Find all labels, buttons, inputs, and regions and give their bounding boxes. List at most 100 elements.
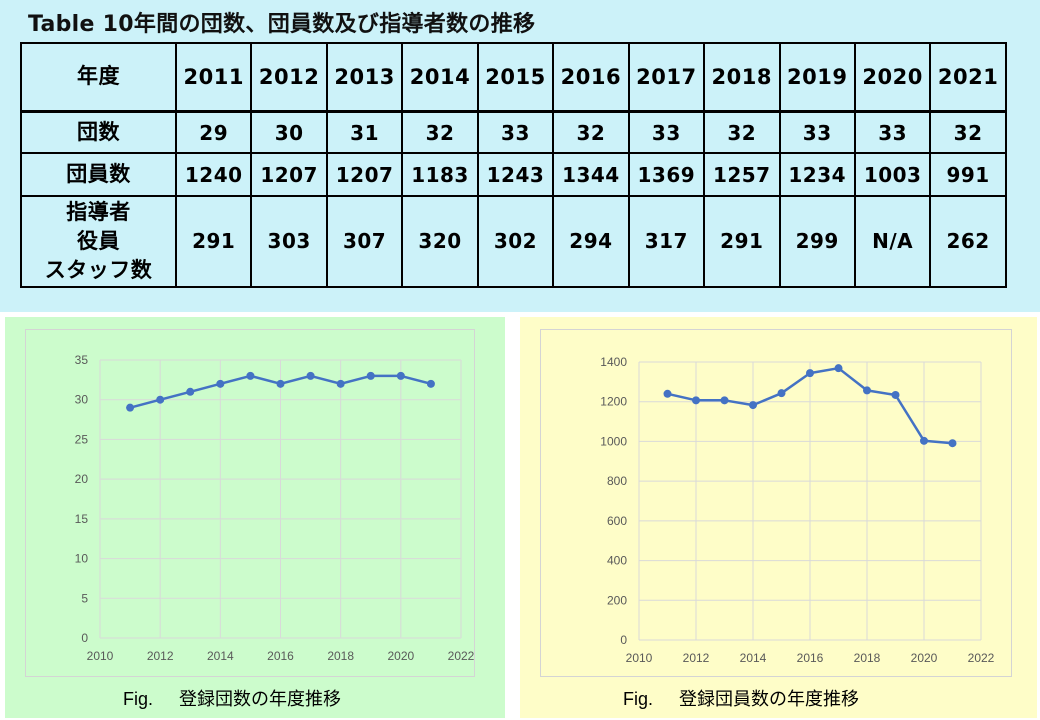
data-point	[948, 439, 957, 448]
x-tick-label: 2014	[740, 651, 767, 665]
cell-year: 2015	[476, 41, 555, 113]
data-point	[920, 436, 928, 445]
y-tick-label: 800	[607, 474, 627, 488]
cell-groups: 33	[853, 110, 932, 155]
cell-members: 1234	[778, 152, 856, 197]
groups-chart-area: 0 5 10 15 20 25 30 35 2010 2012 2014 2016 2018 2020 20…	[25, 329, 475, 677]
data-point	[663, 389, 672, 398]
row-label-leaders-line: 役員	[77, 228, 120, 253]
data-point	[863, 386, 871, 395]
cell-members: 1183	[401, 152, 479, 197]
table-panel: Table 10年間の団数、団員数及び指導者数の推移 年度 2011 2012 201…	[0, 0, 1040, 312]
x-tick-label: 2012	[147, 649, 174, 663]
y-tick-label: 600	[607, 514, 627, 528]
row-label-members: 団員数	[20, 152, 177, 197]
cell-year: 2019	[778, 41, 856, 113]
cell-groups: 31	[325, 110, 404, 155]
cell-year: 2017	[627, 41, 706, 113]
cell-groups: 32	[703, 110, 781, 155]
cell-leaders: 294	[552, 194, 630, 289]
table-row-groups: 団数 29 30 31 32 33 32 33 32 33 33 32	[20, 110, 1007, 155]
y-tick-label: 0	[620, 633, 627, 647]
cell-leaders: 302	[476, 194, 555, 289]
y-tick-label: 200	[607, 593, 627, 607]
y-tick-label: 35	[75, 353, 89, 367]
data-point	[720, 396, 729, 405]
cell-leaders: 307	[325, 194, 404, 289]
data-point	[777, 389, 786, 398]
y-tick-label: 15	[75, 512, 89, 526]
x-tick-label: 2014	[207, 649, 234, 663]
cell-leaders: N/A	[853, 194, 932, 289]
cell-year: 2012	[250, 41, 328, 113]
cell-groups: 30	[250, 110, 328, 155]
cell-leaders: 262	[929, 194, 1007, 289]
x-tick-label: 2020	[387, 649, 414, 663]
data-point	[396, 371, 405, 380]
y-tick-label: 400	[607, 554, 627, 568]
groups-line-chart: 0 5 10 15 20 25 30 35 2010 2012 2014 2016 2018 2020 20…	[75, 353, 474, 663]
data-point	[749, 401, 757, 410]
groups-caption-text: 登録団数の年度推移	[179, 689, 342, 709]
table-row-members: 団員数 1240 1207 1207 1183 1243 1344 1369 1257 1234 1…	[20, 152, 1007, 197]
x-tick-label: 2020	[911, 651, 938, 665]
data-point	[216, 379, 225, 388]
x-tick-label: 2018	[327, 649, 354, 663]
data-point	[891, 390, 900, 399]
cell-leaders: 299	[778, 194, 856, 289]
x-tick-label: 2022	[968, 651, 995, 665]
cell-members: 1344	[552, 152, 630, 197]
cell-members: 1207	[250, 152, 328, 197]
cell-groups: 32	[929, 110, 1007, 155]
cell-year: 2014	[401, 41, 479, 113]
y-tick-label: 5	[81, 591, 88, 605]
y-tick-label: 0	[81, 631, 88, 645]
cell-groups: 32	[552, 110, 630, 155]
members-chart-caption: Fig. 登録団員数の年度推移	[623, 685, 859, 711]
members-caption-text: 登録団員数の年度推移	[679, 689, 860, 709]
y-tick-label: 20	[75, 472, 89, 486]
data-point	[126, 403, 135, 412]
cell-groups: 33	[476, 110, 555, 155]
data-point	[426, 379, 435, 388]
cell-leaders: 303	[250, 194, 328, 289]
data-table: 年度 2011 2012 2013 2014 2015 2016 2017 2018 2019 20…	[20, 41, 1007, 289]
x-tick-label: 2010	[626, 651, 653, 665]
data-point	[834, 364, 843, 373]
cell-members: 991	[929, 152, 1007, 197]
x-tick-label: 2012	[683, 651, 710, 665]
table-title: Table 10年間の団数、団員数及び指導者数の推移	[28, 12, 536, 37]
data-point	[246, 371, 255, 380]
row-label-groups: 団数	[20, 110, 177, 155]
cell-year: 2021	[929, 41, 1007, 113]
data-point	[806, 369, 814, 378]
members-line-chart: 0 200 400 600 800 1000 1200 1400 2010 2012 2014 201…	[600, 355, 995, 665]
cell-groups: 29	[174, 110, 253, 155]
cell-members: 1369	[627, 152, 706, 197]
y-tick-label: 1200	[600, 395, 627, 409]
cell-year: 2018	[703, 41, 781, 113]
members-chart-panel: 0 200 400 600 800 1000 1200 1400 2010 2012 2014 201…	[520, 317, 1037, 718]
cell-members: 1240	[174, 152, 253, 197]
data-point	[276, 379, 285, 388]
data-point	[156, 395, 165, 404]
cell-leaders: 291	[174, 194, 253, 289]
cell-members: 1207	[325, 152, 404, 197]
table-row-year: 年度 2011 2012 2013 2014 2015 2016 2017 2018 2019 20…	[20, 41, 1007, 113]
x-tick-label: 2016	[267, 649, 294, 663]
y-tick-label: 25	[75, 432, 89, 446]
members-caption-fig: Fig.	[623, 689, 654, 709]
y-tick-label: 10	[75, 552, 89, 566]
data-point	[336, 379, 345, 388]
data-point	[366, 371, 375, 380]
groups-caption-fig: Fig.	[123, 689, 154, 709]
x-tick-label: 2010	[87, 649, 114, 663]
row-label-leaders-line: スタッフ数	[44, 257, 153, 282]
x-tick-label: 2018	[854, 651, 881, 665]
cell-year: 2011	[174, 41, 253, 113]
cell-leaders: 291	[703, 194, 781, 289]
row-label-year: 年度	[20, 41, 177, 113]
data-point	[186, 387, 195, 396]
cell-leaders: 320	[401, 194, 479, 289]
row-label-leaders: 指導者 役員 スタッフ数	[20, 194, 177, 289]
